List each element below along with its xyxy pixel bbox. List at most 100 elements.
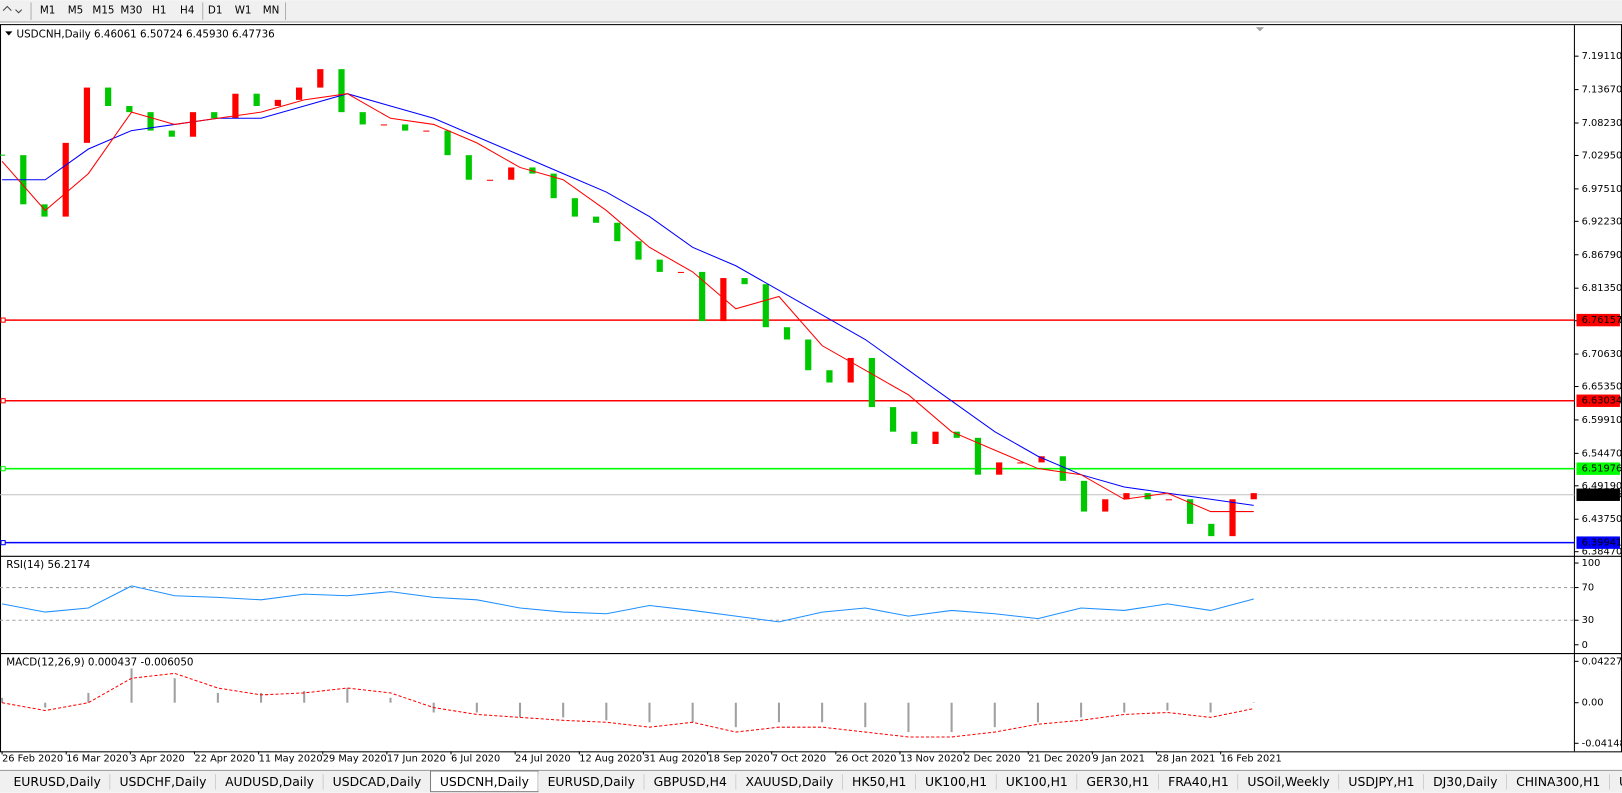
tool-icon[interactable] [2, 5, 23, 14]
timeframe-button[interactable]: D1 [208, 5, 223, 17]
timeframe-button[interactable]: M5 [68, 5, 83, 17]
tab-label[interactable]: AUDUSD,Daily [225, 774, 314, 789]
tab[interactable] [1423, 770, 1507, 792]
x-tick-label: 13 Nov 2020 [900, 754, 963, 765]
chart-title: USDCNH,Daily 6.46061 6.50724 6.45930 6.4… [17, 28, 275, 40]
macd-bar [346, 688, 349, 703]
tab-label[interactable]: XAUUSD,Daily [745, 774, 833, 789]
y-tick-label: 6.54470 [1582, 448, 1622, 459]
x-tick-label: 24 Jul 2020 [515, 754, 571, 765]
x-tick-label: 26 Oct 2020 [836, 754, 897, 765]
macd-bar [821, 702, 824, 723]
candle [677, 271, 685, 273]
tab-label[interactable]: GBPUSD,H4 [654, 774, 727, 789]
chart-frame [0, 24, 1622, 753]
tab-label[interactable]: U [1619, 774, 1622, 789]
tab-label[interactable]: UK100,H1 [1006, 774, 1068, 789]
candle [762, 284, 769, 328]
tab[interactable] [323, 770, 431, 792]
timeframe-button[interactable]: H1 [152, 5, 166, 17]
timeframe-button[interactable]: M30 [120, 5, 142, 17]
candle [338, 69, 345, 113]
candle [1208, 523, 1215, 537]
y-tick-label: 6.43750 [1582, 514, 1622, 525]
tab-label[interactable]: USOil,Weekly [1247, 774, 1329, 789]
tab[interactable] [1238, 770, 1340, 792]
tab[interactable] [110, 770, 216, 792]
tab[interactable] [1506, 770, 1610, 792]
moving-average [1, 93, 1254, 513]
candle [317, 69, 324, 88]
macd-bar [87, 692, 90, 703]
tab-label[interactable]: FRA40,H1 [1168, 774, 1229, 789]
shift-marker [1255, 27, 1265, 32]
tab-label[interactable]: EURUSD,Daily [548, 774, 635, 789]
candle [189, 112, 197, 137]
timeframe-button[interactable]: M1 [40, 5, 55, 17]
x-tick-label: 26 Feb 2020 [2, 754, 63, 765]
tab[interactable] [996, 770, 1078, 792]
tab-label[interactable]: GER30,H1 [1086, 774, 1149, 789]
level-handle [0, 398, 6, 404]
candle [41, 204, 48, 217]
macd-bar [389, 697, 392, 703]
candle [359, 112, 366, 125]
tab-label[interactable]: USDJPY,H1 [1348, 774, 1414, 789]
tab[interactable] [842, 770, 916, 792]
candle [126, 106, 133, 113]
y-tick-label: 7.02950 [1582, 150, 1622, 161]
tab[interactable] [644, 770, 737, 792]
tab-label[interactable]: USDCNH,Daily [440, 774, 529, 789]
level-handle [0, 317, 6, 323]
tab-label[interactable]: EURUSD,Daily [13, 774, 100, 789]
tab[interactable] [1077, 770, 1159, 792]
timeframe-button[interactable]: W1 [235, 5, 252, 17]
y-tick-label: 7.08230 [1582, 118, 1622, 129]
macd-bar [777, 702, 781, 723]
macd-bar [173, 678, 176, 703]
x-tick-label: 17 Jun 2020 [387, 754, 446, 765]
macd-bar [130, 668, 133, 703]
tab[interactable] [915, 770, 997, 792]
tab[interactable] [1158, 770, 1239, 792]
macd-bar [864, 702, 867, 728]
candle [62, 142, 69, 217]
tab[interactable] [736, 770, 843, 792]
candle [465, 155, 472, 180]
candle [635, 241, 642, 260]
current-price-bg [1576, 488, 1620, 501]
tab[interactable] [215, 770, 324, 792]
tab-label[interactable]: USDCAD,Daily [333, 774, 422, 789]
tab[interactable] [4, 770, 111, 792]
candle [274, 99, 281, 107]
candle [444, 130, 451, 156]
timeframe-button[interactable]: H4 [180, 5, 194, 17]
level-label-bg [1576, 536, 1620, 549]
level-label-bg [1576, 462, 1620, 475]
current-price-label: 6.47736 [1582, 490, 1622, 501]
candle [1229, 499, 1236, 537]
tab-label[interactable]: USDCHF,Daily [119, 774, 206, 789]
tab-label[interactable]: HK50,H1 [852, 774, 906, 789]
tab-label[interactable]: CHINA300,H1 [1516, 774, 1600, 789]
y-tick-label: 0.00 [1582, 698, 1604, 709]
level-label-bg [1576, 313, 1620, 327]
tab[interactable] [1339, 770, 1424, 792]
macd-bar [44, 702, 47, 708]
candle [211, 112, 218, 119]
title-arrow[interactable] [5, 31, 13, 36]
tab-label[interactable]: DJ30,Daily [1433, 774, 1497, 789]
x-tick-label: 6 Jul 2020 [451, 754, 500, 765]
y-tick-label: 0.042275 [1582, 656, 1622, 667]
timeframe-button[interactable]: M15 [92, 5, 114, 17]
macd-bar [907, 702, 910, 733]
x-tick-label: 7 Oct 2020 [772, 754, 826, 765]
y-tick-label: 6.49190 [1582, 481, 1622, 492]
x-tick-label: 22 Apr 2020 [194, 754, 255, 765]
tab[interactable] [1609, 770, 1622, 792]
tab[interactable] [538, 770, 645, 792]
timeframe-button[interactable]: MN [263, 5, 280, 17]
tab-label[interactable]: UK100,H1 [925, 774, 987, 789]
macd-bar [518, 702, 522, 718]
x-tick-label: 21 Dec 2020 [1028, 754, 1091, 765]
